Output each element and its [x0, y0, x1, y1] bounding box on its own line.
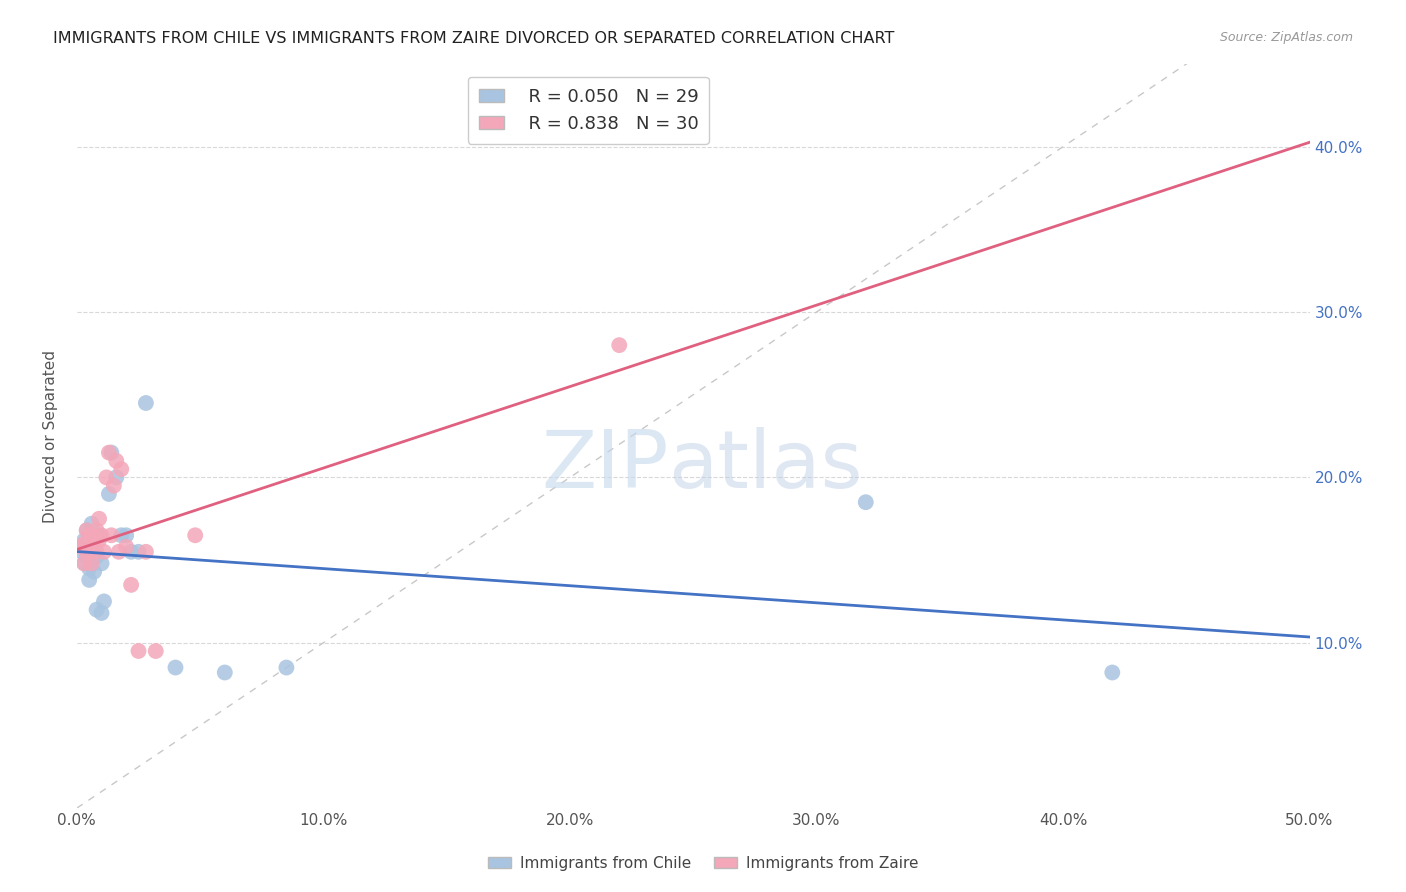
Point [135, 396, 157, 410]
Point [97, 487, 120, 501]
Point [87, 533, 110, 548]
Point [855, 495, 877, 509]
Point [86, 524, 108, 538]
Text: Source: ZipAtlas.com: Source: ZipAtlas.com [1219, 31, 1353, 45]
Point [145, 644, 167, 658]
Point [77, 545, 100, 559]
Point [80, 540, 103, 554]
Point [76, 545, 98, 559]
Point [110, 462, 132, 476]
Point [86, 549, 108, 564]
Point [97, 445, 120, 459]
Point [80, 528, 103, 542]
Point [110, 528, 132, 542]
Point [77, 573, 100, 587]
Point [73, 557, 96, 571]
Point [93, 594, 115, 608]
Point [105, 454, 128, 468]
Point [70, 545, 93, 559]
Point [184, 528, 207, 542]
Point [76, 549, 98, 564]
Point [103, 478, 125, 492]
Point [93, 545, 115, 559]
Point [115, 540, 138, 554]
Point [115, 528, 138, 542]
Point [90, 528, 112, 542]
Point [96, 470, 118, 484]
Text: IMMIGRANTS FROM CHILE VS IMMIGRANTS FROM ZAIRE DIVORCED OR SEPARATED CORRELATION: IMMIGRANTS FROM CHILE VS IMMIGRANTS FROM… [53, 31, 894, 46]
Point [77, 561, 100, 575]
Point [73, 536, 96, 550]
Point [83, 540, 105, 554]
Legend:   R = 0.050   N = 29,   R = 0.838   N = 30: R = 0.050 N = 29, R = 0.838 N = 30 [468, 77, 709, 144]
Text: atlas: atlas [668, 427, 863, 505]
Point [76, 524, 98, 538]
Point [120, 578, 142, 592]
Point [607, 338, 630, 352]
Point [83, 565, 105, 579]
Point [135, 545, 157, 559]
Point [76, 524, 98, 538]
Point [165, 660, 187, 674]
Point [214, 665, 236, 680]
Point [90, 606, 112, 620]
Point [100, 445, 122, 459]
Point [73, 557, 96, 571]
Point [87, 512, 110, 526]
Point [87, 528, 110, 542]
Point [1101, 665, 1123, 680]
Point [73, 533, 96, 548]
Point [120, 545, 142, 559]
Point [80, 557, 103, 571]
Legend: Immigrants from Chile, Immigrants from Zaire: Immigrants from Chile, Immigrants from Z… [481, 850, 925, 877]
Point [128, 545, 150, 559]
Point [86, 545, 108, 559]
Point [77, 528, 100, 542]
Y-axis label: Divorced or Separated: Divorced or Separated [44, 350, 58, 523]
Point [90, 557, 112, 571]
Point [276, 660, 298, 674]
Point [107, 545, 129, 559]
Point [70, 540, 93, 554]
Point [128, 644, 150, 658]
Point [100, 528, 122, 542]
Point [86, 602, 108, 616]
Point [105, 470, 128, 484]
Text: ZIP: ZIP [541, 427, 668, 505]
Point [80, 516, 103, 531]
